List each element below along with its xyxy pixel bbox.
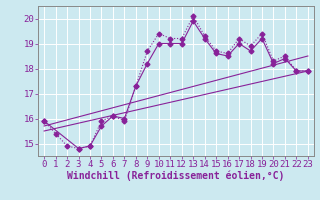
X-axis label: Windchill (Refroidissement éolien,°C): Windchill (Refroidissement éolien,°C) — [67, 171, 285, 181]
